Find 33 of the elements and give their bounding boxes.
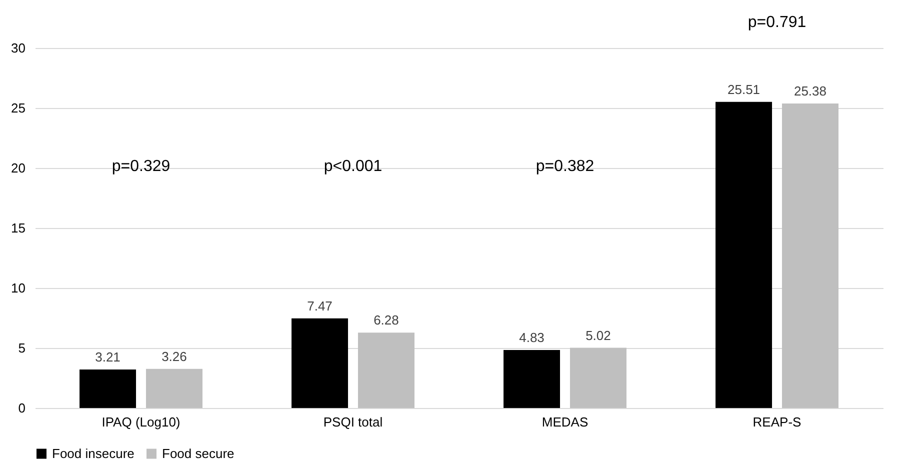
y-tick-label: 5 <box>18 340 26 356</box>
x-tick-label: PSQI total <box>323 414 383 430</box>
bar <box>358 332 414 408</box>
legend-label: Food insecure <box>52 446 134 461</box>
annotation: p<0.001 <box>324 158 382 175</box>
bar <box>716 102 772 408</box>
bar <box>504 350 560 408</box>
bar <box>782 103 838 408</box>
data-label: 3.26 <box>162 348 187 364</box>
x-tick-label: IPAQ (Log10) <box>102 414 180 430</box>
y-tick-label: 15 <box>11 220 26 236</box>
y-tick-label: 10 <box>11 280 26 296</box>
data-label: 4.83 <box>519 330 544 346</box>
legend-label: Food secure <box>162 446 234 461</box>
data-label: 3.21 <box>95 349 120 364</box>
bar <box>570 348 626 408</box>
data-label: 5.02 <box>586 328 611 343</box>
y-tick-label: 20 <box>11 160 26 176</box>
bar <box>146 368 202 408</box>
data-label: 25.51 <box>727 82 760 97</box>
bar <box>292 318 348 408</box>
bar <box>80 369 136 408</box>
data-label: 25.38 <box>794 83 827 98</box>
x-tick-label: MEDAS <box>542 414 588 430</box>
y-tick-label: 25 <box>11 100 26 116</box>
data-label: 6.28 <box>374 312 399 328</box>
annotation: p=0.329 <box>112 158 170 175</box>
text: p=0.791 <box>748 14 806 31</box>
data-label: 7.47 <box>307 298 332 314</box>
y-tick-label: 30 <box>11 40 26 56</box>
x-tick-label: REAP-S <box>752 414 802 430</box>
y-tick-label: 0 <box>18 400 26 416</box>
annotation: p=0.382 <box>536 158 594 175</box>
